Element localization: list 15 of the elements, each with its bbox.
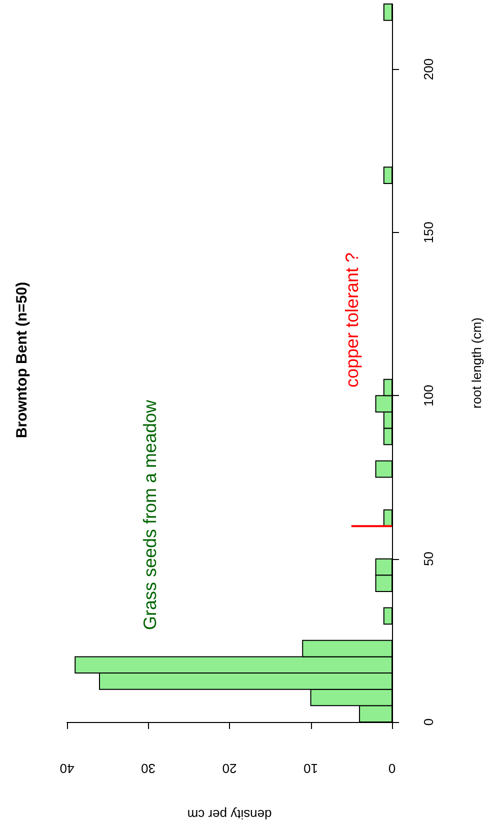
x-tick-label: 20 <box>222 761 237 776</box>
y-axis-title: root length (cm) <box>469 317 484 409</box>
x-axis-title: density per cm <box>187 807 272 822</box>
y-tick-label: 200 <box>421 58 436 80</box>
text: Browntop Bent (n=50) <box>14 282 30 438</box>
x-tick-label: 10 <box>304 761 318 776</box>
x-tick-label: 0 <box>388 761 396 776</box>
x-tick-label: 30 <box>141 761 156 776</box>
x-tick-label: 40 <box>60 761 74 776</box>
y-tick-label: 150 <box>421 222 436 244</box>
y-tick-label: 0 <box>421 718 436 726</box>
y-tick-label: 100 <box>421 384 436 406</box>
y-tick-label: 50 <box>421 552 436 566</box>
annotation: copper tolerant ? <box>342 252 362 388</box>
annotation: Grass seeds from a meadow <box>140 398 160 630</box>
